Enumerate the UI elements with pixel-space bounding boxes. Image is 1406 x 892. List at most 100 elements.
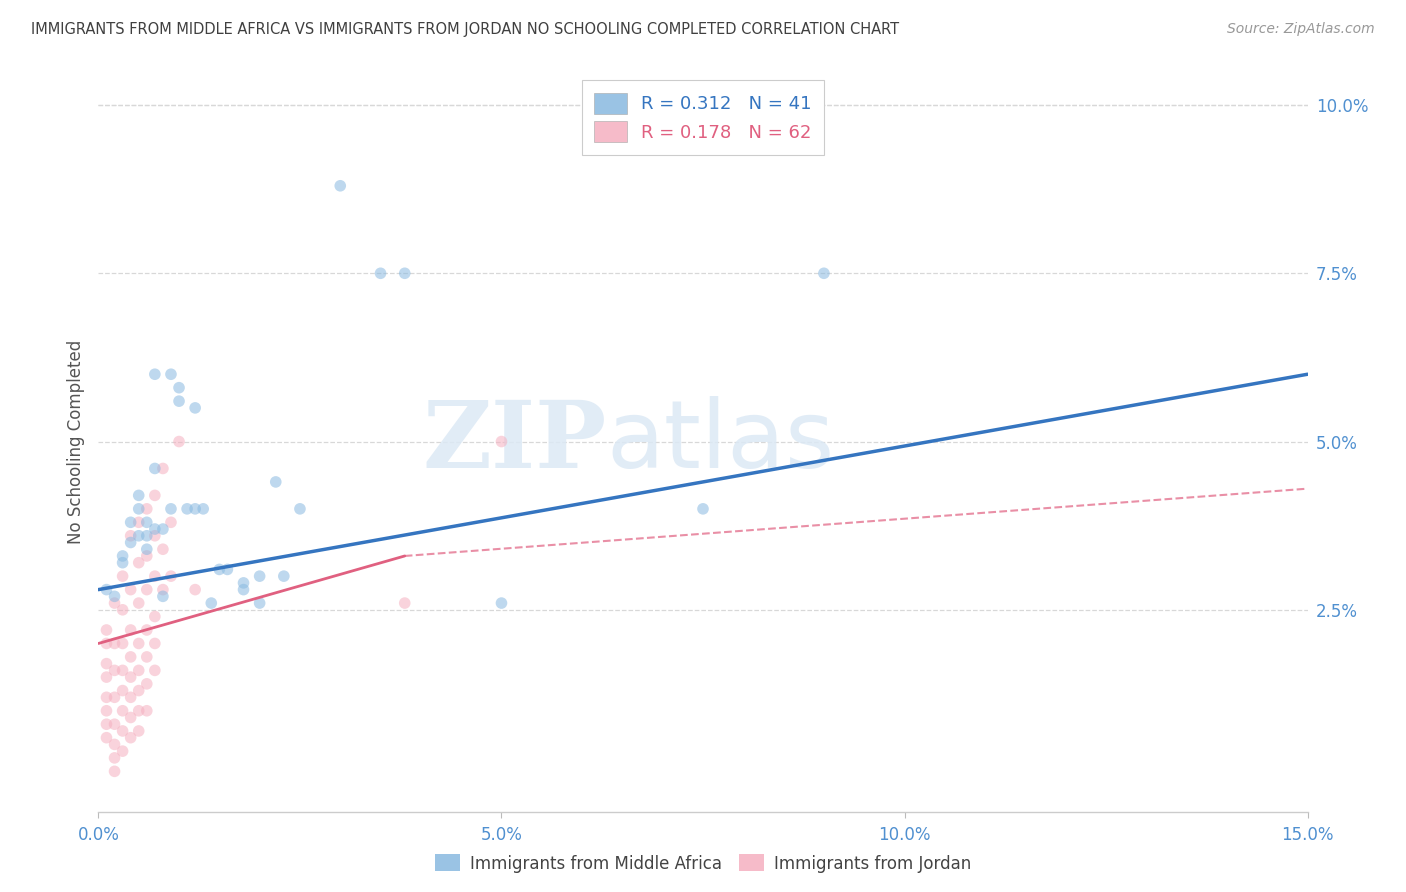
Point: [135, 549, 157, 563]
Point: [208, 562, 231, 576]
Point: [135, 501, 157, 516]
Text: atlas: atlas: [606, 395, 835, 488]
Point: [128, 516, 150, 530]
Point: [128, 683, 150, 698]
Point: [143, 522, 166, 536]
Point: [143, 461, 166, 475]
Point: [96, 582, 118, 597]
Point: [152, 522, 174, 536]
Point: [111, 664, 134, 678]
Point: [143, 488, 166, 502]
Point: [249, 569, 271, 583]
Point: [128, 723, 150, 738]
Point: [111, 556, 134, 570]
Point: [184, 501, 207, 516]
Point: [120, 516, 142, 530]
Point: [167, 434, 190, 449]
Point: [217, 562, 239, 576]
Point: [103, 590, 125, 604]
Point: [232, 575, 254, 590]
Point: [167, 394, 190, 409]
Point: [813, 266, 835, 280]
Point: [249, 596, 271, 610]
Point: [96, 657, 118, 671]
Point: [160, 501, 183, 516]
Point: [103, 751, 125, 765]
Point: [143, 636, 166, 650]
Point: [96, 717, 118, 731]
Point: [96, 623, 118, 637]
Point: [176, 501, 198, 516]
Point: [143, 569, 166, 583]
Point: [135, 542, 157, 557]
Point: [491, 434, 513, 449]
Point: [370, 266, 392, 280]
Point: [273, 569, 295, 583]
Point: [143, 664, 166, 678]
Point: [200, 596, 222, 610]
Point: [103, 664, 125, 678]
Point: [128, 596, 150, 610]
Point: [103, 690, 125, 705]
Point: [160, 569, 183, 583]
Point: [120, 649, 142, 664]
Point: [184, 401, 207, 415]
Text: ZIP: ZIP: [422, 397, 606, 486]
Point: [135, 516, 157, 530]
Point: [394, 596, 416, 610]
Point: [111, 744, 134, 758]
Point: [96, 704, 118, 718]
Point: [394, 266, 416, 280]
Point: [103, 738, 125, 752]
Point: [160, 516, 183, 530]
Point: [288, 501, 311, 516]
Point: [96, 731, 118, 745]
Point: [120, 670, 142, 684]
Legend: Immigrants from Middle Africa, Immigrants from Jordan: Immigrants from Middle Africa, Immigrant…: [429, 847, 977, 880]
Point: [135, 649, 157, 664]
Point: [128, 501, 150, 516]
Point: [135, 677, 157, 691]
Point: [96, 636, 118, 650]
Point: [111, 723, 134, 738]
Point: [152, 542, 174, 557]
Point: [167, 381, 190, 395]
Point: [111, 569, 134, 583]
Point: [193, 501, 215, 516]
Point: [103, 596, 125, 610]
Point: [128, 488, 150, 502]
Point: [120, 731, 142, 745]
Point: [111, 549, 134, 563]
Point: [128, 704, 150, 718]
Point: [184, 582, 207, 597]
Legend: R = 0.312   N = 41, R = 0.178   N = 62: R = 0.312 N = 41, R = 0.178 N = 62: [582, 80, 824, 154]
Y-axis label: No Schooling Completed: No Schooling Completed: [66, 340, 84, 543]
Point: [111, 704, 134, 718]
Point: [128, 664, 150, 678]
Point: [692, 501, 714, 516]
Point: [329, 178, 352, 193]
Point: [103, 717, 125, 731]
Point: [143, 609, 166, 624]
Point: [160, 368, 183, 382]
Point: [135, 582, 157, 597]
Point: [111, 636, 134, 650]
Point: [143, 529, 166, 543]
Point: [120, 710, 142, 724]
Point: [152, 582, 174, 597]
Point: [128, 529, 150, 543]
Point: [96, 670, 118, 684]
Point: [128, 556, 150, 570]
Point: [264, 475, 287, 489]
Point: [143, 368, 166, 382]
Point: [135, 623, 157, 637]
Point: [120, 529, 142, 543]
Point: [491, 596, 513, 610]
Point: [128, 636, 150, 650]
Text: Source: ZipAtlas.com: Source: ZipAtlas.com: [1227, 22, 1375, 37]
Point: [120, 623, 142, 637]
Point: [120, 690, 142, 705]
Point: [152, 461, 174, 475]
Point: [103, 636, 125, 650]
Point: [232, 582, 254, 597]
